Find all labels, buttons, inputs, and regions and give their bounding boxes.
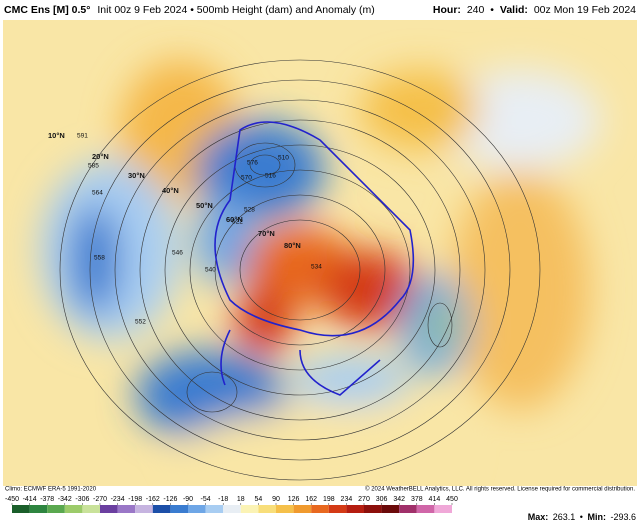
header-left: CMC Ens [M] 0.5° Init 00z 9 Feb 2024 • 5…	[4, 4, 375, 16]
colorbar-segment	[364, 505, 382, 513]
hour-label: Hour:	[433, 4, 461, 16]
colorbar-segment	[381, 505, 400, 513]
colorbar-segment	[416, 505, 435, 513]
min-label: Min:	[587, 512, 606, 522]
colorbar-tick-label: -378	[40, 496, 54, 503]
colorbar-tick-label: -270	[93, 496, 107, 503]
colorbar-tick-label: -162	[146, 496, 160, 503]
colorbar-tick-label: 18	[237, 496, 245, 503]
colorbar-segment	[434, 505, 452, 513]
colorbar-segment	[346, 505, 364, 513]
colorbar-tick-label: -414	[23, 496, 37, 503]
contour-label: 510	[278, 155, 289, 162]
colorbar-segment	[47, 505, 65, 513]
colorbar-tick-label: 270	[358, 496, 370, 503]
description: Init 00z 9 Feb 2024 • 500mb Height (dam)…	[97, 4, 374, 16]
max: 263.1	[553, 512, 576, 522]
latitude-label: 20°N	[92, 152, 109, 161]
colorbar-tick-label: 306	[376, 496, 388, 503]
colorbar-tick-label: 450	[446, 496, 458, 503]
colorbar-segment	[399, 505, 417, 513]
colorbar-tick-label: -18	[218, 496, 228, 503]
latitude-label: 10°N	[48, 131, 65, 140]
min: -293.6	[610, 512, 636, 522]
colorbar-segment	[29, 505, 48, 513]
height-contours	[59, 59, 541, 481]
header-right: Hour: 240 • Valid: 00z Mon 19 Feb 2024	[433, 4, 636, 16]
colorbar-segment	[328, 505, 347, 513]
colorbar-segment	[276, 505, 294, 513]
colorbar-tick-label: 126	[288, 496, 300, 503]
contour-label: 591	[77, 133, 88, 140]
max-min: Max: 263.1 • Min: -293.6	[528, 512, 636, 522]
colorbar-segment	[205, 505, 224, 513]
colorbar-segment	[258, 505, 276, 513]
model-name: CMC Ens [M] 0.5°	[4, 4, 90, 16]
contour-label: 585	[88, 163, 99, 170]
colorbar-segment	[117, 505, 136, 513]
colorbar-tick-label: -234	[111, 496, 125, 503]
colorbar-segment	[223, 505, 241, 513]
colorbar-segment	[12, 505, 30, 513]
latitude-label: 50°N	[196, 201, 213, 210]
latitude-label: 40°N	[162, 186, 179, 195]
colorbar-segment	[152, 505, 171, 513]
map: 10°N 20°N 30°N 40°N 50°N 60°N 70°N 80°N 591 585 57…	[3, 20, 637, 486]
colorbar-tick-label: 198	[323, 496, 335, 503]
colorbar-tick-label: 414	[429, 496, 441, 503]
contour-label: 516	[265, 173, 276, 180]
contour-label: 552	[135, 319, 146, 326]
colorbar-segment	[170, 505, 188, 513]
climo: Climo: ECMWF ERA-5 1991-2020	[5, 487, 97, 493]
colorbar-tick-label: 90	[272, 496, 280, 503]
contour-label: 558	[94, 255, 105, 262]
reference-contour	[214, 121, 415, 337]
colorbar-segment	[64, 505, 83, 513]
contour-label: 564	[92, 190, 103, 197]
contour-label: 576	[247, 160, 258, 167]
colorbar-segment	[188, 505, 206, 513]
colorbar-tick-label: 342	[393, 496, 405, 503]
colorbar-tick-label: 54	[255, 496, 263, 503]
latitude-label: 60°N	[226, 215, 243, 224]
colorbar-tick-label: -126	[163, 496, 177, 503]
colorbar-tick-label: 162	[305, 496, 317, 503]
colorbar-tick-label: -198	[128, 496, 142, 503]
colorbar-segment	[100, 505, 118, 513]
colorbar-tick-label: -306	[75, 496, 89, 503]
contour-label: 546	[172, 250, 183, 257]
reference-contour	[220, 329, 381, 396]
colorbar-tick-label: 234	[341, 496, 353, 503]
contour-label: 528	[244, 207, 255, 214]
contour-label: 534	[311, 264, 322, 271]
colorbar-tick-label: 378	[411, 496, 423, 503]
colorbar: -450 -414 -378 -342 -306 -270 -234 -198 -162 -126…	[5, 496, 458, 513]
latitude-label: 80°N	[284, 241, 301, 250]
max-label: Max:	[528, 512, 549, 522]
colorbar-tick-label: -54	[201, 496, 211, 503]
latitude-label: 30°N	[128, 171, 145, 180]
colorbar-tick-label: -342	[58, 496, 72, 503]
colorbar-segment	[82, 505, 100, 513]
contour-label: 540	[205, 267, 216, 274]
colorbar-segment	[135, 505, 153, 513]
hour: 240	[467, 4, 485, 16]
contour-label: 522	[232, 219, 243, 226]
colorbar-tick-label: -450	[5, 496, 19, 503]
latitude-label: 70°N	[258, 229, 275, 238]
valid: 00z Mon 19 Feb 2024	[534, 4, 636, 16]
colorbar-segment	[293, 505, 312, 513]
colorbar-tick-label: -90	[183, 496, 193, 503]
colorbar-segment	[311, 505, 329, 513]
copyright: © 2024 WeatherBELL Analytics, LLC. All r…	[365, 486, 635, 493]
contour-label: 570	[241, 175, 252, 182]
valid-label: Valid:	[500, 4, 528, 16]
colorbar-segment	[240, 505, 259, 513]
